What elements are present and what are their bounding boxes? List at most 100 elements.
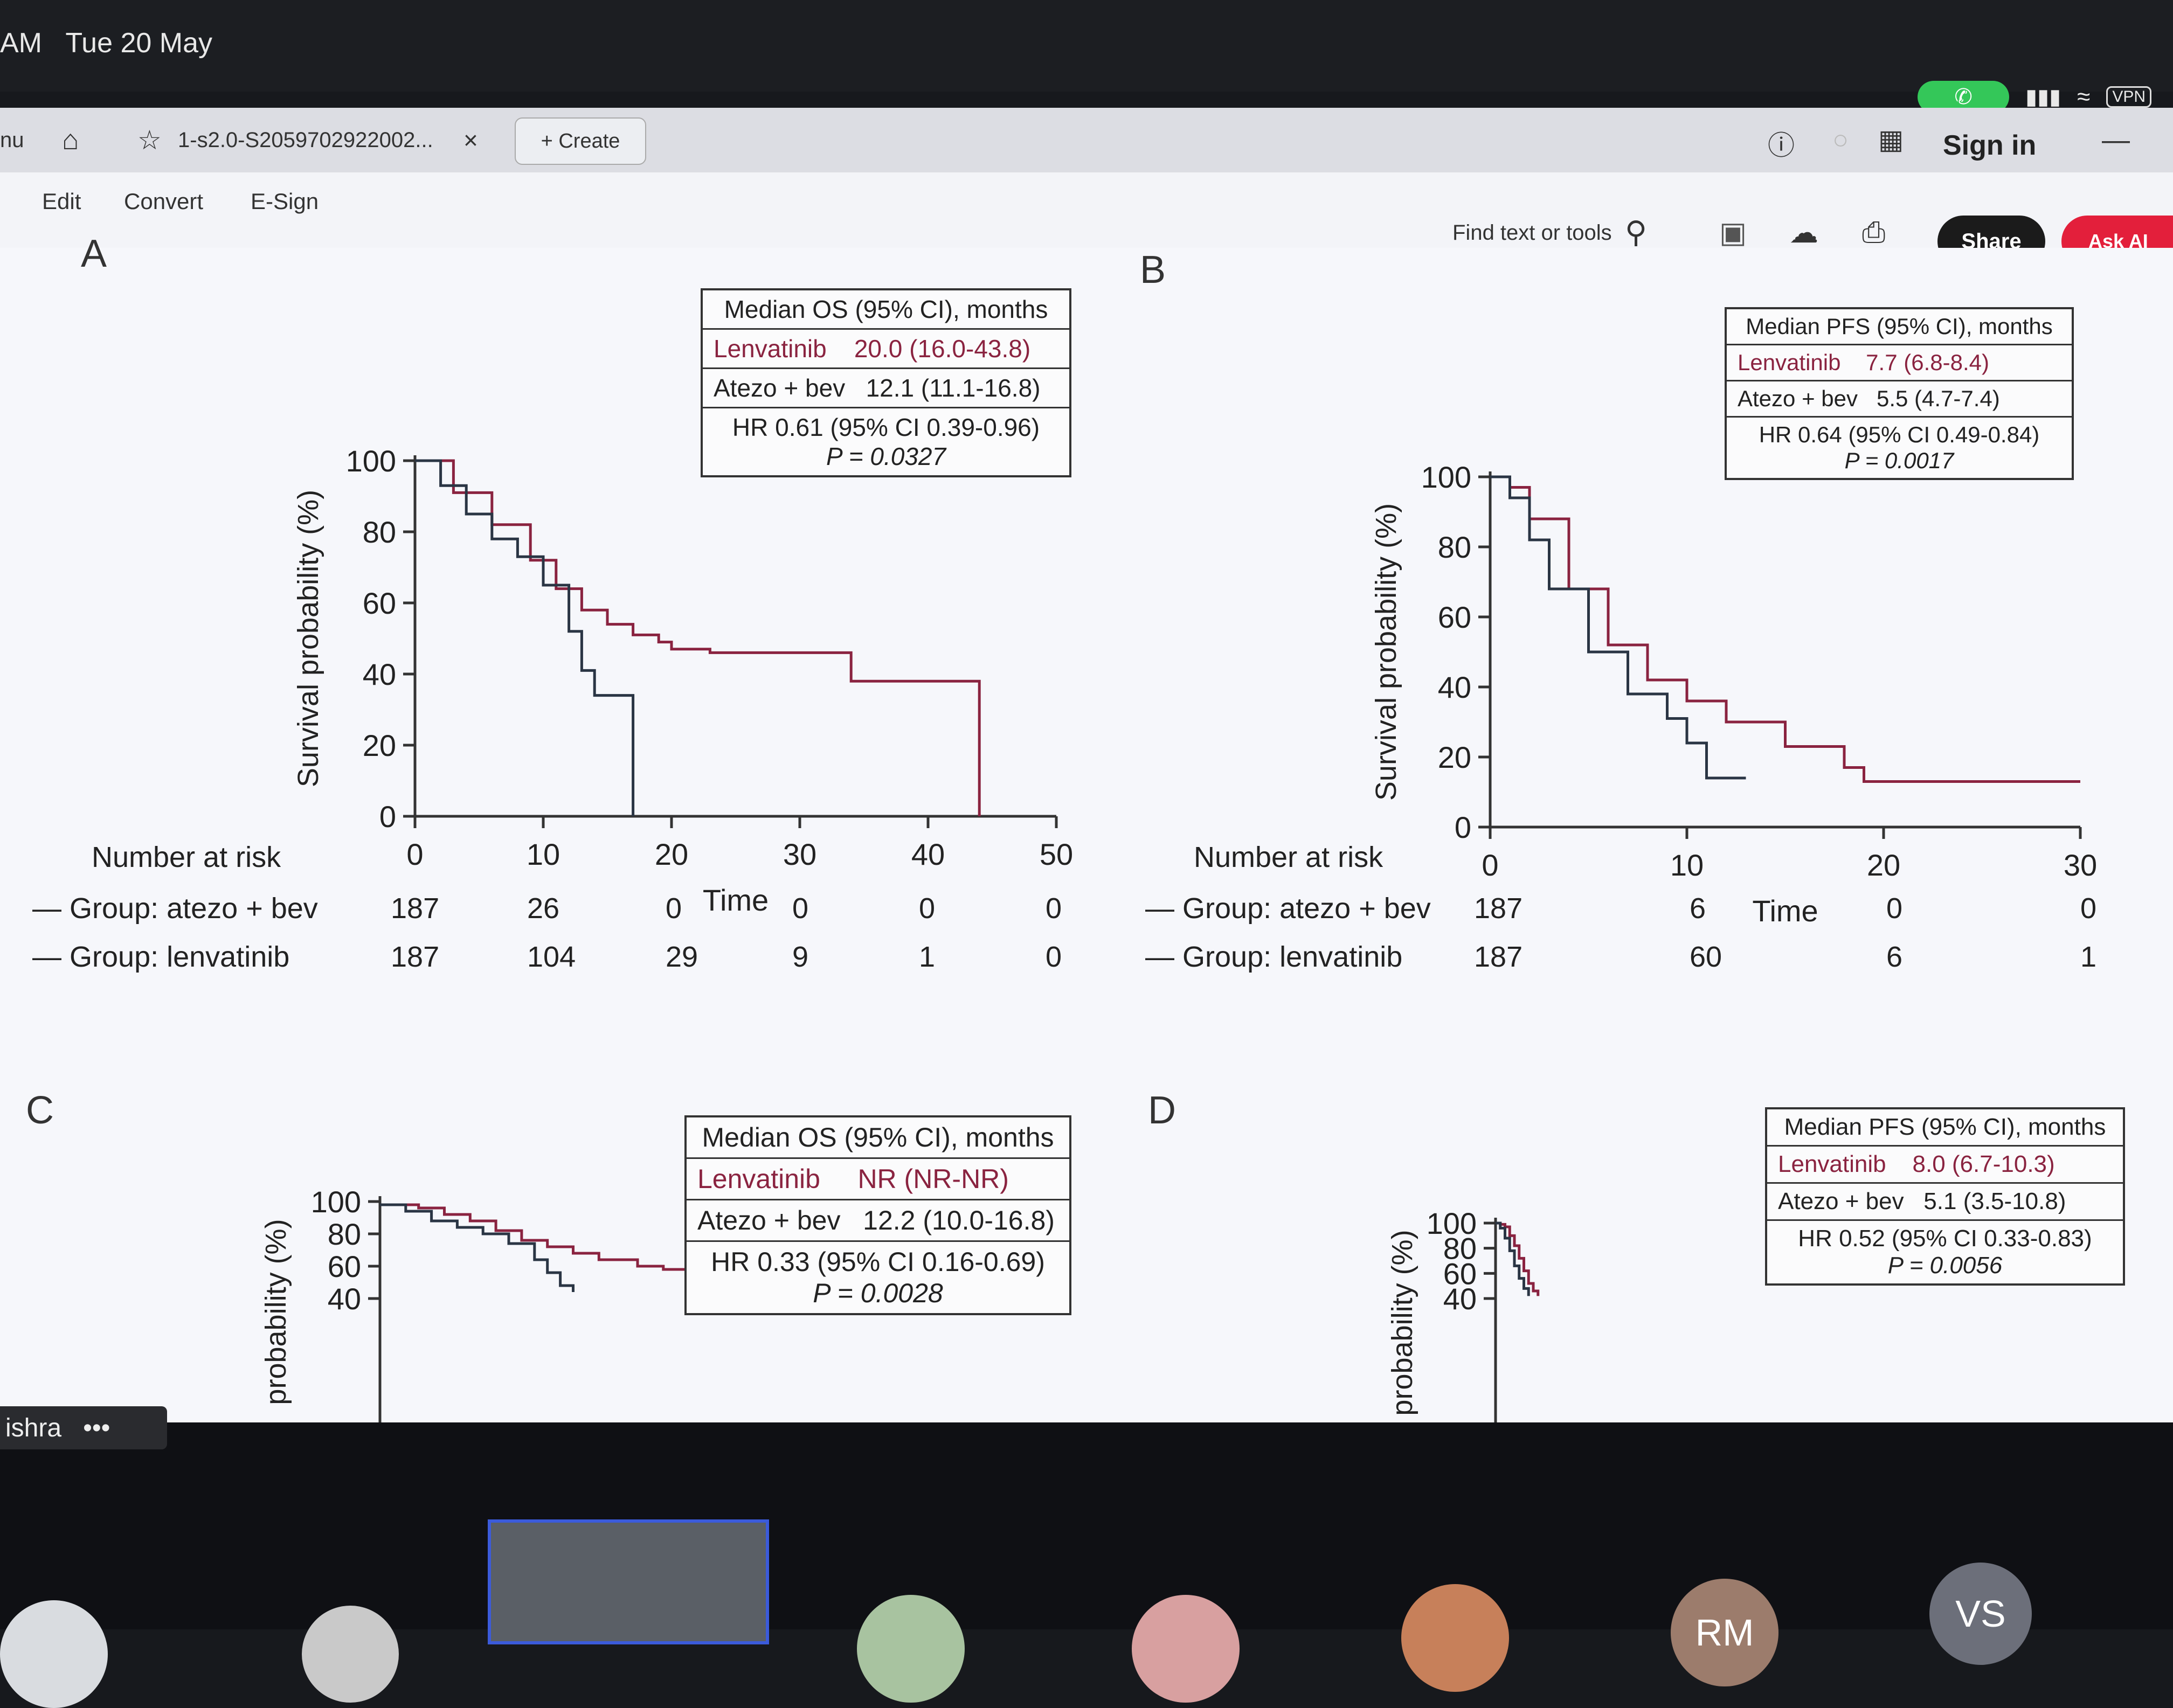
home-icon[interactable]: ⌂ (62, 124, 79, 156)
y-tick-label-c: 100 (311, 1185, 361, 1219)
legend-box-c: Median OS (95% CI), months Lenvatinib NR… (684, 1115, 1071, 1315)
legend-a-lenv-row: Lenvatinib 20.0 (16.0-43.8) (703, 330, 1069, 369)
create-button[interactable]: + Create (515, 117, 646, 165)
risk-count-lenv-a: 104 (527, 941, 576, 973)
y-axis-label-d: probability (%) (1386, 1230, 1418, 1415)
upload-cloud-icon[interactable]: ☁ (1789, 217, 1818, 249)
km-curve-atezo-bev-b (1490, 475, 1746, 780)
y-tick-label-a: 40 (363, 657, 396, 691)
risk-count-lenv-b: 1 (2080, 941, 2097, 973)
risk-count-lenv-b: 60 (1690, 941, 1722, 973)
y-axis-label-b: Survival probability (%) (1370, 503, 1402, 801)
avatar[interactable] (0, 1600, 108, 1708)
avatar[interactable] (857, 1595, 965, 1703)
panel-label-d: D (1148, 1089, 1176, 1132)
legend-d-lenv-row: Lenvatinib 8.0 (6.7-10.3) (1767, 1147, 2123, 1184)
x-tick-label-b: 20 (1867, 848, 1900, 882)
search-icon[interactable]: ⚲ (1625, 215, 1648, 249)
x-tick-label-a: 30 (783, 837, 816, 871)
avatar[interactable] (1401, 1584, 1509, 1692)
panel-label-a: A (81, 232, 107, 275)
y-tick-label-d: 80 (1443, 1232, 1477, 1266)
sign-in-link[interactable]: Sign in (1943, 130, 2037, 161)
save-icon[interactable]: ▣ (1719, 217, 1747, 249)
legend-d-title: Median PFS (95% CI), months (1767, 1109, 2123, 1147)
signal-icon: ▮▮▮ (2025, 85, 2061, 109)
avatar[interactable] (1132, 1595, 1240, 1703)
status-date: Tue 20 May (65, 27, 212, 59)
y-tick-label-d: 40 (1443, 1282, 1477, 1316)
risk-count-lenv-a: 29 (666, 941, 698, 973)
menu-edit[interactable]: Edit (42, 189, 81, 214)
legend-box-b: Median PFS (95% CI), months Lenvatinib 7… (1725, 307, 2074, 480)
km-curve-atezo-bev-a (415, 459, 635, 816)
find-tools-input[interactable]: Find text or tools (1452, 221, 1612, 245)
nar-title-b: Number at risk (1194, 841, 1383, 873)
y-tick-label-a: 20 (363, 728, 396, 762)
y-axis-label-c: probability (%) (260, 1219, 292, 1405)
avatar-initials: VS (1955, 1593, 2006, 1635)
legend-b-lenv-row: Lenvatinib 7.7 (6.8-8.4) (1727, 345, 2072, 381)
y-tick-label-c: 40 (328, 1282, 361, 1316)
y-tick-label-c: 80 (328, 1217, 361, 1251)
status-bar: AM Tue 20 May ✆ ▮▮▮ ≈ VPN (0, 0, 2173, 113)
minimize-icon[interactable]: — (2102, 124, 2130, 156)
menu-esign[interactable]: E-Sign (251, 189, 319, 214)
legend-a-title: Median OS (95% CI), months (703, 290, 1069, 330)
x-tick-label-b: 30 (2064, 848, 2097, 882)
km-curve-atezo-bev-d (1496, 1221, 1530, 1296)
risk-count-atezo-b: 6 (1690, 892, 1706, 925)
help-icon[interactable]: ⓘ (1768, 130, 1795, 161)
status-clock: AM Tue 20 May (0, 27, 212, 59)
risk-count-atezo-a: 187 (391, 892, 440, 925)
apps-grid-icon[interactable]: ▦ (1878, 124, 1904, 155)
nar-group-lenv-a: — Group: lenvatinib (32, 941, 290, 973)
print-icon[interactable]: ⎙ (1862, 216, 1886, 248)
video-thumbnail[interactable] (488, 1519, 769, 1644)
avatar[interactable] (302, 1606, 399, 1703)
participant-name-tag: ishra ••• (0, 1406, 167, 1449)
risk-count-atezo-b: 187 (1474, 892, 1523, 925)
wifi-icon: ≈ (2077, 84, 2091, 110)
x-tick-label-b: 10 (1670, 848, 1704, 882)
y-tick-label-b: 20 (1438, 740, 1471, 774)
risk-count-lenv-b: 6 (1886, 941, 1903, 973)
notification-icon[interactable]: ○ (1832, 124, 1849, 155)
panel-label-c: C (26, 1089, 54, 1132)
tab-document[interactable]: 1-s2.0-S2059702922002... (178, 128, 433, 152)
x-tick-label-a: 50 (1040, 837, 1073, 871)
y-tick-label-d: 60 (1443, 1256, 1477, 1290)
nar-group-atezo-a: — Group: atezo + bev (32, 892, 318, 925)
panel-label-b: B (1140, 248, 1166, 291)
km-curve-lenvatinib-d (1496, 1221, 1540, 1296)
y-tick-label-a: 60 (363, 586, 396, 620)
vpn-badge: VPN (2106, 86, 2151, 108)
legend-c-lenv-row: Lenvatinib NR (NR-NR) (687, 1159, 1069, 1200)
y-axis-label-a: Survival probability (%) (292, 490, 324, 787)
risk-count-lenv-a: 0 (1046, 941, 1062, 973)
km-curve-lenvatinib-c (380, 1203, 895, 1274)
more-options-icon[interactable]: ••• (83, 1413, 110, 1442)
avatar[interactable]: VS (1929, 1563, 2032, 1665)
close-tab-icon[interactable]: × (463, 126, 478, 154)
status-icons: ✆ ▮▮▮ ≈ VPN (1918, 81, 2151, 113)
avatar-initials: RM (1695, 1612, 1754, 1654)
x-axis-label-a: Time (703, 883, 769, 917)
star-icon[interactable]: ☆ (137, 125, 162, 155)
km-curve-lenvatinib-b (1490, 475, 2080, 783)
y-tick-label-d: 100 (1427, 1206, 1477, 1240)
y-tick-label-b: 100 (1421, 460, 1471, 494)
y-tick-label-c: 60 (328, 1249, 361, 1283)
avatar[interactable]: RM (1671, 1579, 1778, 1686)
nar-group-atezo-b: — Group: atezo + bev (1145, 892, 1431, 925)
risk-count-lenv-a: 1 (919, 941, 936, 973)
risk-count-atezo-a: 0 (792, 892, 809, 925)
nar-title-a: Number at risk (92, 841, 281, 873)
pdf-page: A B C D 0 10 20 30 40 50 Time 0 20 40 60 80 100 Survi… (0, 232, 2173, 1422)
menu-label[interactable]: nu (0, 128, 24, 152)
y-tick-label-a: 0 (379, 800, 396, 834)
y-tick-label-b: 60 (1438, 600, 1471, 634)
risk-count-atezo-b: 0 (2080, 892, 2097, 925)
menu-convert[interactable]: Convert (124, 189, 204, 214)
